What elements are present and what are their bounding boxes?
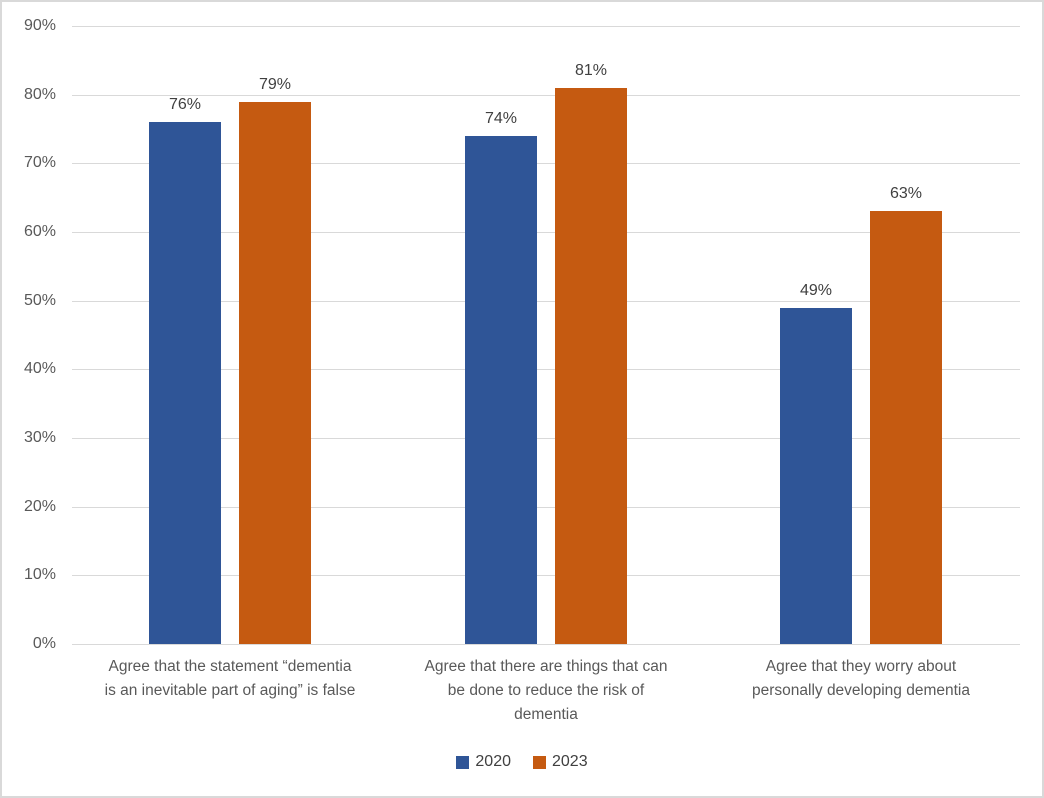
legend-swatch-icon <box>533 755 546 769</box>
legend-item-2020: 2020 <box>456 753 511 771</box>
category-label-line: be done to reduce the risk of <box>447 682 645 699</box>
legend-item-2023: 2023 <box>533 753 588 771</box>
y-tick-label: 90% <box>23 17 56 34</box>
legend: 2020 2023 <box>2 753 1042 771</box>
category-label-1: Agree that the statement “dementia is an … <box>55 655 405 703</box>
y-tick-label: 80% <box>23 86 56 103</box>
gridline <box>72 301 1020 302</box>
legend-label: 2023 <box>552 753 588 770</box>
bar-2020-category-2 <box>465 136 537 644</box>
y-tick-label: 40% <box>23 360 56 377</box>
category-label-line: is an inevitable part of aging” is false <box>104 682 356 699</box>
y-tick-label: 20% <box>23 498 56 515</box>
data-label-2023-category-2: 81% <box>574 62 608 79</box>
data-label-2023-category-1: 79% <box>258 76 292 93</box>
gridline <box>72 575 1020 576</box>
gridline <box>72 369 1020 370</box>
data-label-2020-category-3: 49% <box>799 282 833 299</box>
bar-2023-category-1 <box>239 102 311 644</box>
category-label-line: personally developing dementia <box>751 682 970 699</box>
y-tick-label: 0% <box>32 635 56 652</box>
gridline <box>72 507 1020 508</box>
category-label-line: dementia <box>514 706 578 723</box>
category-label-line: Agree that they worry about <box>765 658 957 675</box>
bar-2020-category-3 <box>780 308 852 644</box>
x-axis-line <box>72 644 1020 645</box>
category-label-line: Agree that there are things that can <box>424 658 668 675</box>
category-label-2: Agree that there are things that can be d… <box>371 655 721 727</box>
legend-label: 2020 <box>475 753 511 770</box>
y-tick-label: 50% <box>23 292 56 309</box>
bar-2023-category-2 <box>555 88 627 644</box>
data-label-2020-category-1: 76% <box>168 96 202 113</box>
gridline <box>72 232 1020 233</box>
legend-swatch-icon <box>456 755 470 769</box>
gridline <box>72 95 1020 96</box>
y-tick-label: 30% <box>23 429 56 446</box>
gridline <box>72 163 1020 164</box>
data-label-2020-category-2: 74% <box>484 110 518 127</box>
category-label-line: Agree that the statement “dementia <box>108 658 352 675</box>
bar-2020-category-1 <box>149 122 221 644</box>
gridline <box>72 26 1020 27</box>
bar-2023-category-3 <box>870 211 942 644</box>
gridline <box>72 438 1020 439</box>
y-tick-label: 60% <box>23 223 56 240</box>
category-label-3: Agree that they worry about personally de… <box>686 655 1036 703</box>
y-tick-label: 10% <box>23 566 56 583</box>
data-label-2023-category-3: 63% <box>889 185 923 202</box>
y-tick-label: 70% <box>23 154 56 171</box>
